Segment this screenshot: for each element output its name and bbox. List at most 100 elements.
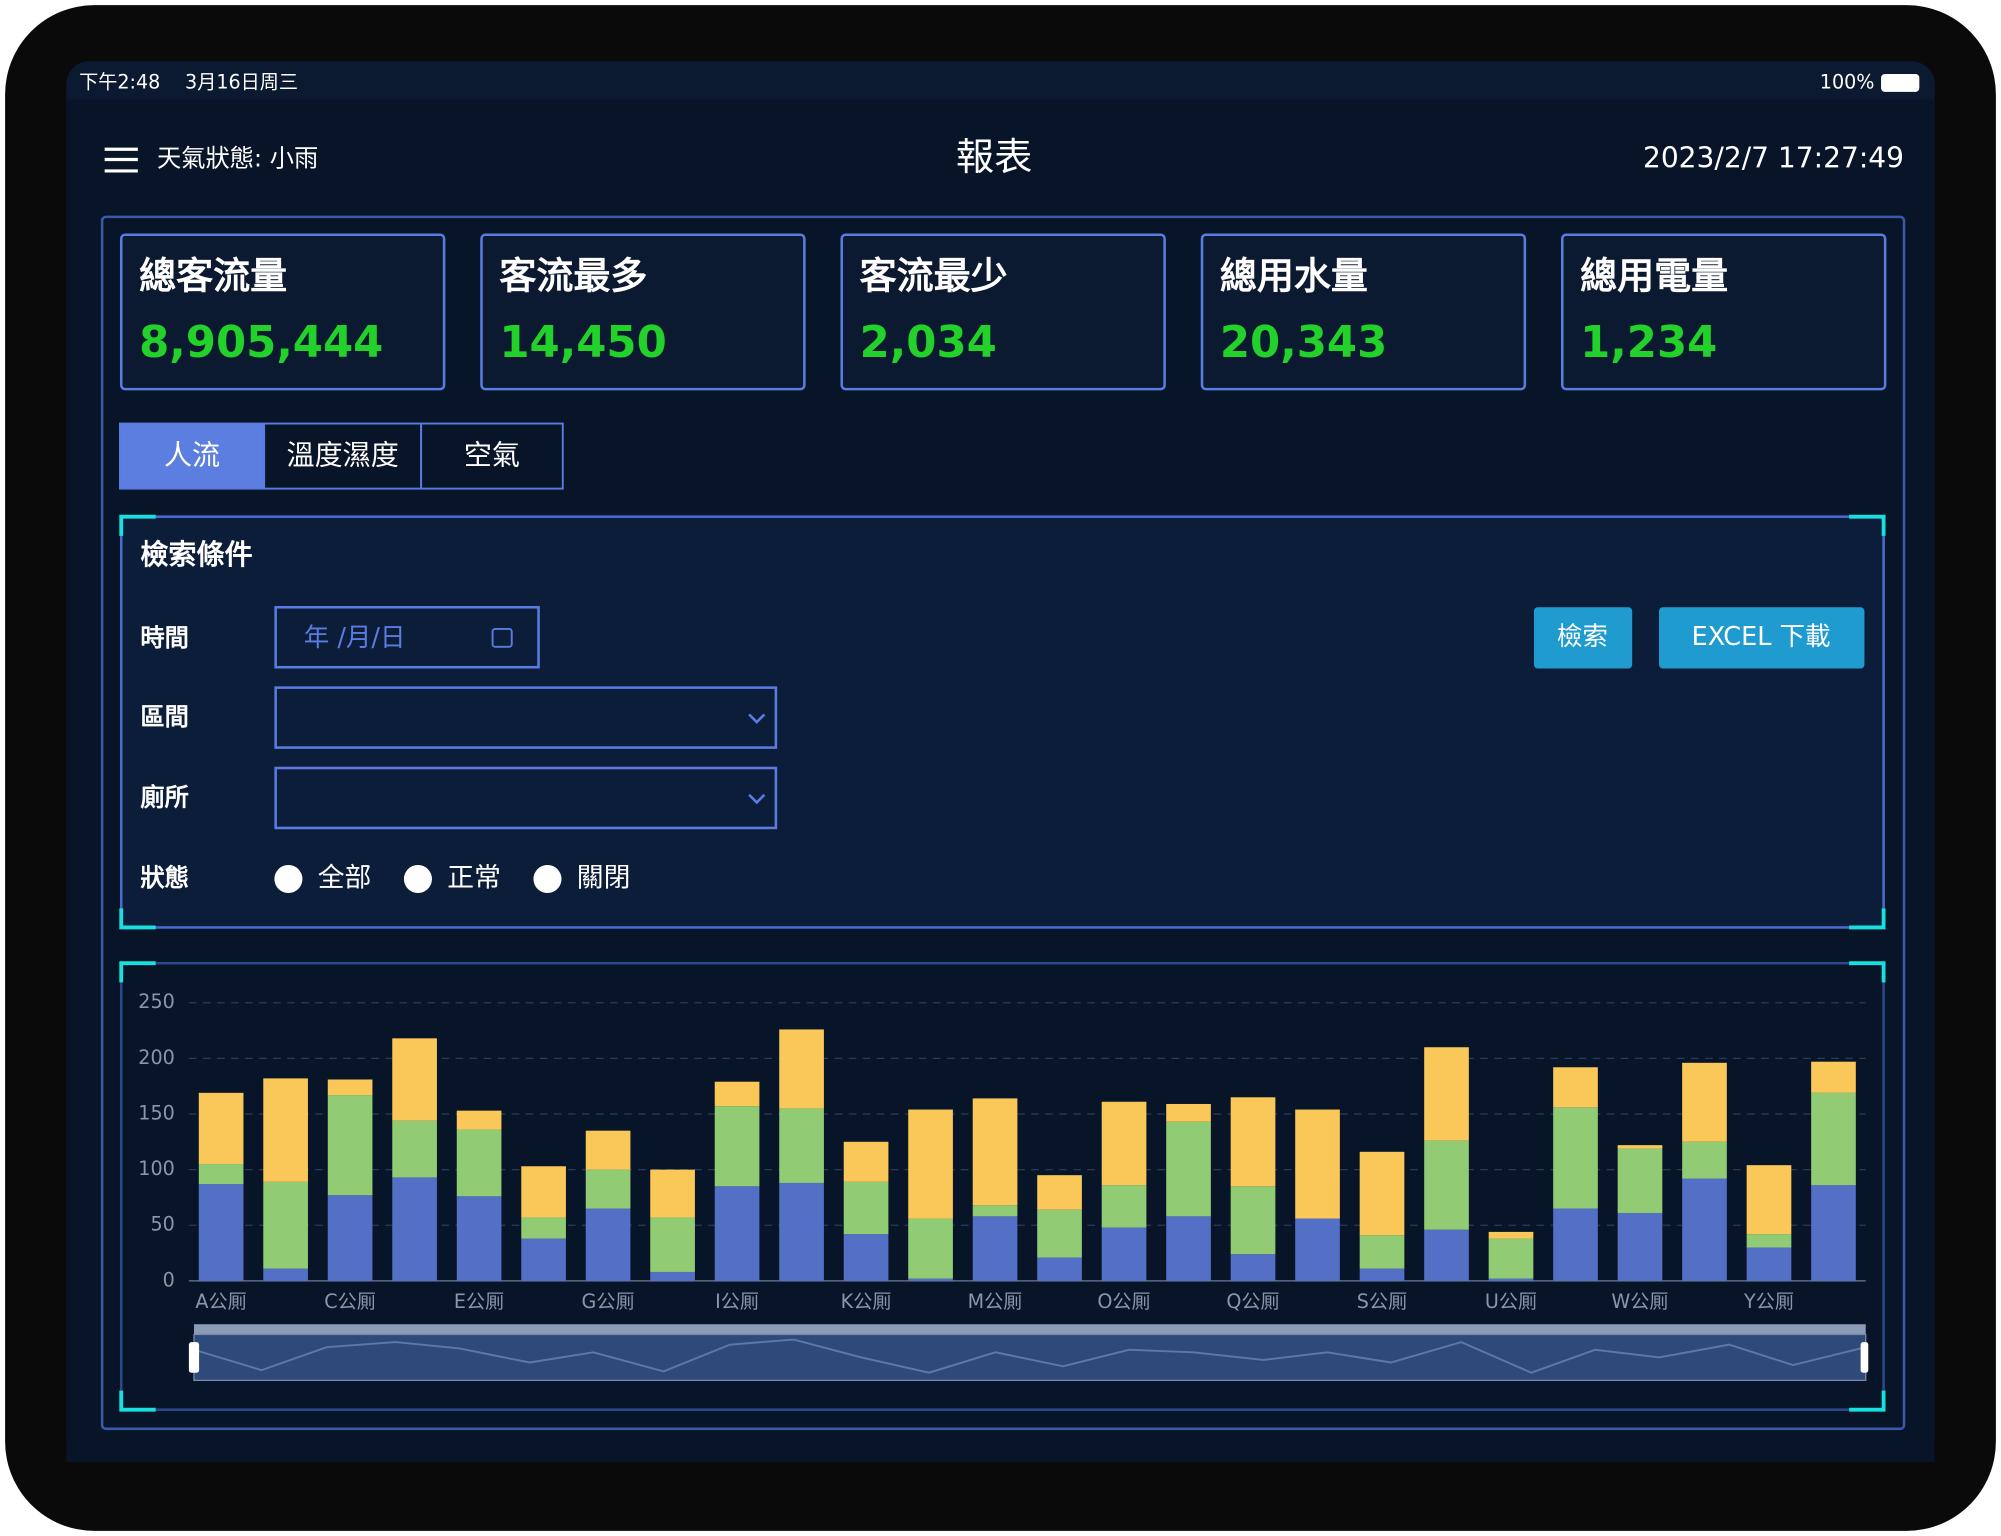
page-title: 報表 [956,135,1033,180]
bar-segment [973,1205,1018,1216]
bar-segment [1231,1254,1276,1281]
stat-label: 客流最少 [860,255,1008,298]
battery-text: 100% [1820,70,1875,93]
bar-segment [844,1234,889,1281]
weather: 天氣狀態: 小雨 [157,143,318,172]
bar-segment [457,1130,502,1197]
stat-label: 總用電量 [1580,255,1728,298]
bar-segment [1618,1145,1663,1148]
x-tick-label: M公厠 [968,1290,1023,1313]
bar-segment [908,1219,953,1279]
bar-segment [650,1272,695,1281]
bar-segment [844,1142,889,1182]
bar-segment [1618,1213,1663,1281]
zoom-window[interactable] [194,1334,1866,1380]
bar-segment [1102,1227,1147,1280]
stat-label: 客流最多 [499,255,647,298]
bar-segment [1102,1102,1147,1185]
stat-value: 8,905,444 [139,318,383,368]
bar-segment [263,1078,308,1181]
bar-segment [1811,1062,1856,1093]
radio[interactable] [404,865,432,893]
bar-segment [973,1098,1018,1205]
radio[interactable] [533,865,561,893]
bar-segment [457,1111,502,1130]
zoom-bar[interactable] [194,1324,1866,1334]
bar-segment [1360,1269,1405,1281]
battery-icon [1881,74,1919,92]
bar-segment [715,1082,760,1106]
y-tick-label: 250 [138,990,175,1013]
x-tick-label: C公厠 [324,1290,376,1313]
bar-segment [779,1108,824,1183]
status-radios: 全部 正常 關閉 [274,862,630,893]
bar-segment [1360,1235,1405,1268]
stat-value: 1,234 [1580,318,1717,368]
stat-cards: 總客流量8,905,444客流最多14,450客流最少2,034總用水量20,3… [121,235,1885,389]
bar-segment [908,1110,953,1219]
bar-segment [521,1166,566,1217]
bar-segment [650,1217,695,1272]
x-tick-label: O公厠 [1097,1290,1150,1313]
bar-segment [1489,1279,1534,1281]
bar-segment [1682,1179,1727,1281]
bar-segment [1553,1209,1598,1281]
bar-segment [1747,1165,1792,1234]
bar-segment [1682,1142,1727,1179]
field-label: 區間 [140,702,188,731]
bar-segment [779,1183,824,1281]
radio-label: 正常 [447,862,501,893]
bar-segment [1489,1232,1534,1239]
date-placeholder: 年 /月/日 [304,623,406,653]
y-tick-label: 150 [138,1101,175,1124]
bar-segment [521,1239,566,1281]
bar-segment [392,1177,437,1280]
bar-segment [715,1186,760,1281]
search-panel [121,517,1883,928]
bar-segment [1295,1219,1340,1281]
datetime: 2023/2/7 17:27:49 [1643,141,1904,174]
bar-segment [1424,1141,1469,1230]
bar-segment [1102,1185,1147,1227]
bar-segment [1231,1097,1276,1186]
bar-segment [1553,1107,1598,1208]
bar-segment [1811,1185,1856,1281]
radio[interactable] [274,865,302,893]
stat-value: 20,343 [1220,318,1387,368]
bar-segment [1747,1247,1792,1280]
y-tick-label: 50 [150,1213,174,1236]
x-tick-label: A公厠 [195,1290,246,1313]
bar-segment [779,1029,824,1108]
x-tick-label: Y公厠 [1743,1290,1794,1313]
bar-segment [1166,1104,1211,1122]
radio-label: 全部 [318,862,372,893]
bar-segment [1360,1152,1405,1235]
stat-label: 總用水量 [1220,255,1368,298]
bar-segment [263,1182,308,1269]
bar-segment [715,1106,760,1186]
bar-segment [844,1182,889,1234]
bar-segment [908,1279,953,1281]
bar-segment [1424,1047,1469,1140]
x-tick-label: E公厠 [454,1290,504,1313]
bar-segment [586,1170,631,1209]
zoom-handle[interactable] [189,1342,199,1373]
y-tick-label: 100 [138,1157,175,1180]
bar-segment [650,1170,695,1218]
x-tick-label: K公厠 [841,1290,892,1313]
bar-segment [1618,1148,1663,1213]
bar-segment [1166,1122,1211,1217]
tabs: 人流溫度濕度空氣 [120,424,563,489]
zoom-handle[interactable] [1861,1342,1869,1373]
bar-segment [586,1131,631,1170]
tab-label: 溫度濕度 [287,439,399,472]
bar-segment [199,1164,244,1184]
x-tick-label: S公厠 [1357,1290,1407,1313]
stat-value: 2,034 [860,318,997,368]
bar-segment [1424,1230,1469,1281]
bar-segment [199,1093,244,1164]
tab-label: 人流 [164,439,220,472]
bar-segment [1295,1110,1340,1219]
radio-label: 關閉 [577,862,631,893]
